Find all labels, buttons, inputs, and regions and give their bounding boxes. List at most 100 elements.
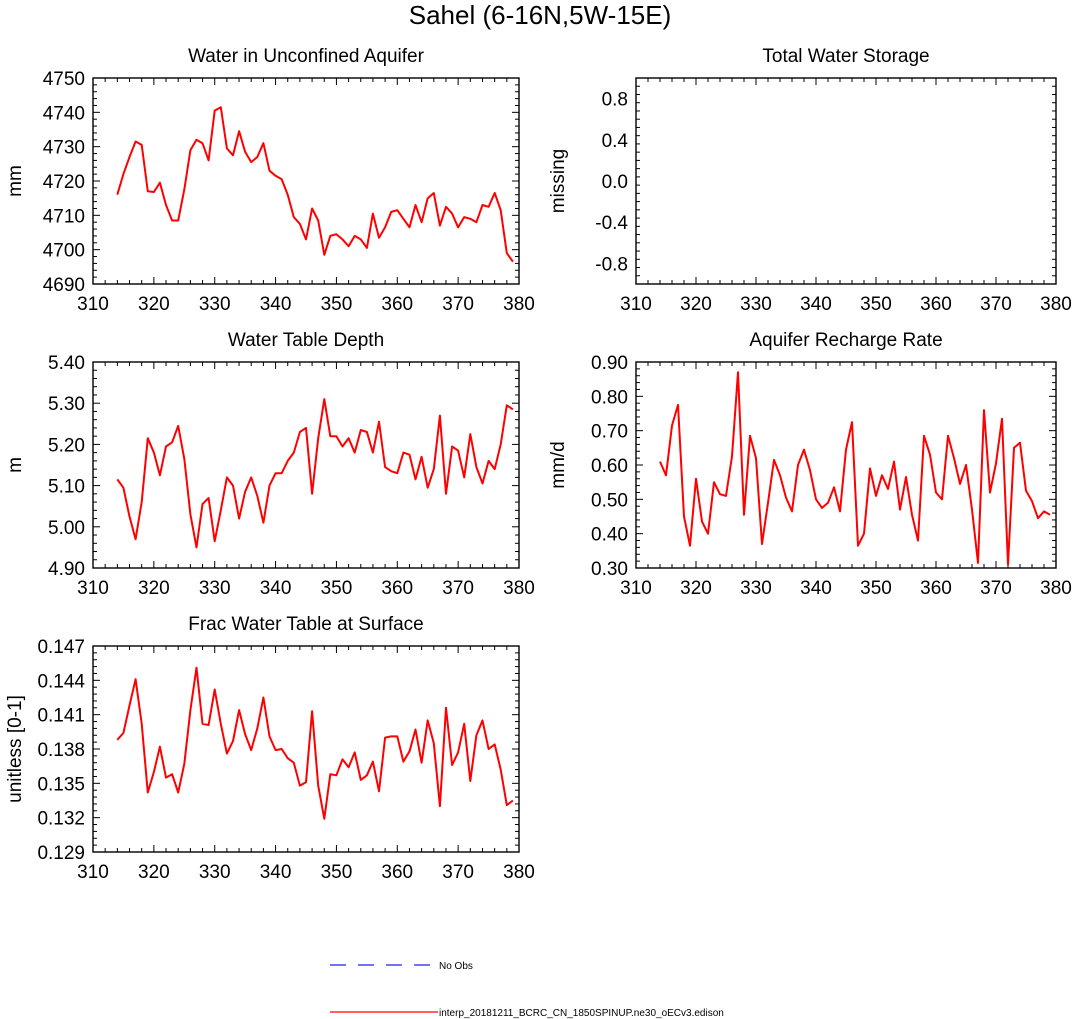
plot-frame: [92, 361, 520, 569]
x-tick-label: 340: [260, 294, 292, 315]
x-tick-label: 330: [740, 578, 772, 599]
x-tick-label: 310: [77, 578, 109, 599]
y-tick-label: 0.141: [37, 706, 85, 727]
y-tick-label: 0.60: [591, 456, 628, 477]
chart-frac-water-table-at-surface: Frac Water Table at Surface unitless [0-1…: [5, 614, 535, 883]
chart-water-table-depth: Water Table Depth m 310 320 330 340 350 360 370 3…: [5, 330, 535, 599]
y-tick-label: 5.00: [48, 518, 85, 539]
y-tick-label: 4710: [43, 206, 85, 227]
y-tick-label: 0.144: [37, 671, 85, 692]
x-tick-label: 380: [503, 578, 535, 599]
panel-title: Frac Water Table at Surface: [188, 614, 424, 635]
x-tick-label: 370: [442, 862, 474, 883]
y-tick-label: 5.40: [48, 353, 85, 374]
plot-frame: [635, 77, 1057, 285]
x-tick-label: 350: [860, 294, 892, 315]
x-tick-label: 340: [800, 578, 832, 599]
y-tick-label: 0.0: [602, 172, 628, 193]
x-tick-label: 320: [680, 294, 712, 315]
x-tick-label: 350: [321, 862, 353, 883]
x-tick-label: 330: [199, 578, 231, 599]
panel-title: Aquifer Recharge Rate: [749, 330, 942, 351]
x-tick-label: 320: [680, 578, 712, 599]
y-tick-label: 4.90: [48, 559, 85, 580]
legend-label-no-obs: No Obs: [439, 961, 473, 972]
y-tick-label: 0.50: [591, 490, 628, 511]
legend-label-model: interp_20181211_BCRC_CN_1850SPINUP.ne30_…: [439, 1008, 724, 1019]
plot-frame: [92, 645, 520, 853]
x-tick-label: 370: [980, 578, 1012, 599]
x-tick-label: 360: [920, 294, 952, 315]
x-tick-label: 350: [321, 578, 353, 599]
panel-title: Water Table Depth: [228, 330, 384, 351]
y-axis-label: m: [5, 457, 26, 473]
y-tick-label: 0.129: [37, 843, 85, 864]
y-axis-label: unitless [0-1]: [5, 695, 26, 803]
series-line: [116, 398, 514, 549]
y-tick-label: 0.4: [602, 131, 629, 152]
x-tick-label: 380: [1040, 294, 1072, 315]
y-tick-label: 0.40: [591, 525, 628, 546]
plot-frame: [635, 361, 1057, 569]
figure-title: Sahel (6-16N,5W-15E): [409, 0, 672, 30]
series-line: [116, 666, 514, 820]
x-tick-label: 330: [740, 294, 772, 315]
y-tick-label: 0.8: [602, 90, 628, 111]
x-tick-label: 320: [138, 578, 170, 599]
chart-water-in-unconfined-aquifer: Water in Unconfined Aquifer mm 310 320 330 34…: [5, 46, 535, 315]
x-tick-label: 340: [260, 578, 292, 599]
chart-total-water-storage: Total Water Storage missing 310 320 330 340 35…: [548, 46, 1072, 315]
x-tick-label: 360: [381, 294, 413, 315]
x-tick-label: 360: [381, 578, 413, 599]
x-tick-label: 380: [503, 862, 535, 883]
x-tick-label: 360: [381, 862, 413, 883]
x-tick-label: 380: [1040, 578, 1072, 599]
x-tick-label: 340: [800, 294, 832, 315]
x-tick-label: 370: [980, 294, 1012, 315]
x-tick-label: 350: [321, 294, 353, 315]
y-tick-label: 5.10: [48, 477, 85, 498]
x-tick-label: 340: [260, 862, 292, 883]
y-tick-label: 4720: [43, 172, 85, 193]
x-tick-label: 320: [138, 862, 170, 883]
x-tick-label: 380: [503, 294, 535, 315]
y-tick-label: 0.147: [37, 637, 85, 658]
x-tick-label: 370: [442, 578, 474, 599]
x-tick-label: 310: [620, 294, 652, 315]
x-tick-label: 360: [920, 578, 952, 599]
legend: No Obs interp_20181211_BCRC_CN_1850SPINU…: [330, 961, 724, 1019]
y-axis-label: mm/d: [548, 441, 569, 489]
x-tick-label: 330: [199, 862, 231, 883]
panel-title: Water in Unconfined Aquifer: [188, 46, 425, 67]
y-tick-label: 0.30: [591, 559, 628, 580]
y-tick-label: 4740: [43, 103, 85, 124]
y-tick-label: 4700: [43, 241, 85, 262]
y-tick-label: -0.8: [595, 254, 628, 275]
series-line: [116, 106, 514, 263]
y-tick-label: 0.138: [37, 740, 85, 761]
y-tick-label: 5.30: [48, 394, 85, 415]
y-axis-label: mm: [5, 165, 26, 197]
y-tick-label: 4730: [43, 138, 85, 159]
x-tick-label: 310: [620, 578, 652, 599]
panel-title: Total Water Storage: [762, 46, 929, 67]
x-tick-label: 310: [77, 294, 109, 315]
plot-frame: [92, 77, 520, 285]
y-tick-label: 5.20: [48, 435, 85, 456]
y-tick-label: 0.90: [591, 353, 628, 374]
y-axis-label: missing: [548, 149, 569, 213]
x-tick-label: 370: [442, 294, 474, 315]
y-tick-label: 0.80: [591, 387, 628, 408]
chart-aquifer-recharge-rate: Aquifer Recharge Rate mm/d 310 320 330 340 350…: [548, 330, 1072, 599]
series-line: [659, 371, 1051, 566]
panels: Water in Unconfined Aquifer mm 310 320 330 34…: [5, 46, 1072, 883]
y-tick-label: 4750: [43, 69, 85, 90]
x-tick-label: 320: [138, 294, 170, 315]
y-tick-label: 4690: [43, 275, 85, 296]
y-tick-label: -0.4: [595, 213, 628, 234]
x-tick-label: 310: [77, 862, 109, 883]
y-tick-label: 0.70: [591, 422, 628, 443]
x-tick-label: 350: [860, 578, 892, 599]
x-tick-label: 330: [199, 294, 231, 315]
